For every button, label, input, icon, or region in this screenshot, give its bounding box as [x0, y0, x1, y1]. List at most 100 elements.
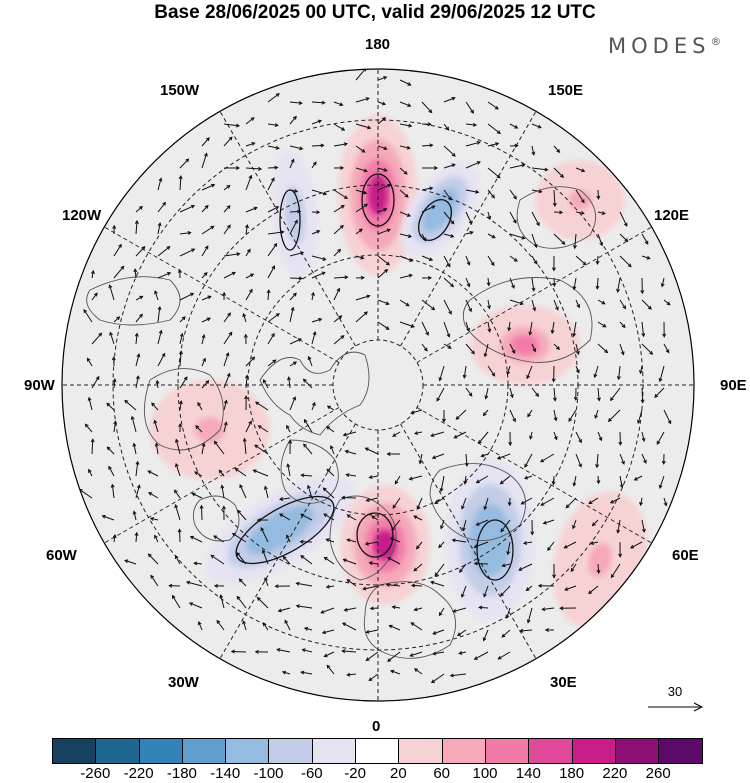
- wind-arrow: [377, 101, 387, 106]
- contour-lines: [235, 173, 514, 581]
- wind-arrow: [662, 321, 667, 338]
- wind-arrow: [201, 295, 212, 301]
- wind-arrow: [90, 269, 95, 279]
- wind-arrow: [326, 425, 335, 433]
- wind-arrow: [547, 541, 555, 552]
- wind-arrow: [326, 405, 335, 411]
- wind-arrow: [364, 541, 379, 546]
- wind-arrow: [377, 299, 390, 306]
- wind-arrow: [245, 174, 253, 191]
- wind-arrow: [135, 205, 143, 213]
- wind-arrow: [109, 331, 115, 345]
- wind-arrow: [487, 101, 499, 110]
- wind-arrow: [333, 189, 349, 199]
- wind-arrow: [575, 211, 585, 215]
- wind-arrow: [325, 584, 335, 589]
- wind-arrow: [289, 396, 297, 411]
- wind-arrow: [171, 594, 181, 609]
- wind-arrow: [531, 189, 543, 194]
- wind-arrow: [326, 664, 335, 675]
- wind-arrow: [465, 211, 473, 225]
- wind-arrow: [307, 355, 313, 367]
- colorbar-tick-label: -180: [166, 765, 197, 782]
- wind-arrow: [465, 230, 474, 235]
- wind-arrow: [399, 189, 409, 198]
- wind-arrow: [539, 453, 555, 463]
- wind-arrow: [157, 329, 163, 345]
- colorbar-swatch: [269, 739, 313, 763]
- wind-arrow: [465, 101, 474, 114]
- wind-arrow: [86, 357, 93, 367]
- wind-arrow: [439, 475, 445, 493]
- wind-arrow: [295, 581, 313, 587]
- wind-arrow: [201, 334, 206, 345]
- wind-arrow: [399, 79, 412, 86]
- colorbar-swatch: [139, 739, 183, 763]
- wind-arrow: [527, 409, 533, 418]
- wind-arrow: [243, 333, 248, 345]
- wind-arrow: [256, 596, 269, 609]
- wind-arrow: [618, 541, 623, 558]
- wind-arrow: [486, 277, 491, 287]
- wind-arrow: [303, 418, 313, 433]
- wind-arrow: [506, 541, 511, 556]
- wind-arrow: [223, 224, 231, 235]
- colorbar-swatch: [529, 739, 573, 763]
- wind-arrow: [179, 376, 188, 389]
- wind-arrow: [133, 268, 138, 279]
- wind-arrow: [245, 248, 251, 257]
- wind-arrow: [157, 177, 163, 191]
- wind-arrow: [552, 387, 557, 402]
- wind-arrow: [460, 585, 467, 598]
- wind-arrow: [263, 485, 269, 499]
- wind-arrow: [660, 277, 665, 288]
- wind-arrow: [311, 255, 327, 261]
- wind-arrow: [465, 321, 471, 333]
- wind-arrow: [430, 431, 445, 438]
- wind-arrow: [194, 471, 203, 477]
- wind-arrow: [509, 387, 514, 399]
- colorbar-tick-label: 140: [515, 765, 541, 782]
- wind-arrow: [497, 651, 511, 660]
- wind-arrow: [487, 365, 496, 377]
- wind-arrow: [302, 378, 313, 389]
- wind-arrow: [189, 535, 203, 543]
- wind-arrow: [289, 361, 298, 367]
- wind-arrow: [570, 563, 577, 573]
- wind-arrow: [174, 438, 181, 455]
- wind-arrow: [597, 343, 609, 354]
- wind-arrow: [333, 287, 341, 301]
- wind-arrow: [213, 440, 225, 455]
- wind-arrow: [218, 469, 225, 477]
- positive-anomaly: [568, 190, 592, 210]
- meridian-line: [416, 407, 652, 544]
- wind-arrow: [482, 409, 489, 417]
- wind-arrow: [399, 123, 413, 128]
- wind-arrow: [399, 273, 413, 279]
- wind-arrow: [399, 321, 415, 328]
- wind-arrow: [132, 442, 137, 455]
- wind-arrow: [286, 463, 291, 477]
- wind-arrow: [465, 189, 480, 194]
- wind-arrow: [179, 230, 192, 235]
- wind-arrow: [201, 357, 206, 367]
- wind-arrow: [392, 431, 401, 437]
- wind-arrow: [508, 431, 513, 447]
- wind-arrow: [238, 578, 247, 587]
- wind-arrow: [377, 145, 388, 151]
- wind-arrow: [155, 379, 160, 389]
- wind-arrow: [552, 563, 557, 579]
- wind-arrow: [641, 519, 646, 533]
- wind-arrow: [257, 425, 269, 433]
- wind-arrow: [654, 387, 665, 398]
- wind-arrow: [509, 211, 517, 224]
- wind-arrow: [507, 321, 512, 332]
- wind-arrow: [311, 331, 317, 345]
- wind-arrow: [245, 223, 249, 235]
- wind-arrow: [288, 439, 293, 455]
- wind-arrow: [505, 607, 511, 619]
- wind-arrow: [254, 649, 269, 654]
- wind-arrow: [199, 504, 204, 521]
- wind-arrow: [300, 555, 313, 565]
- wind-arrow: [541, 607, 555, 612]
